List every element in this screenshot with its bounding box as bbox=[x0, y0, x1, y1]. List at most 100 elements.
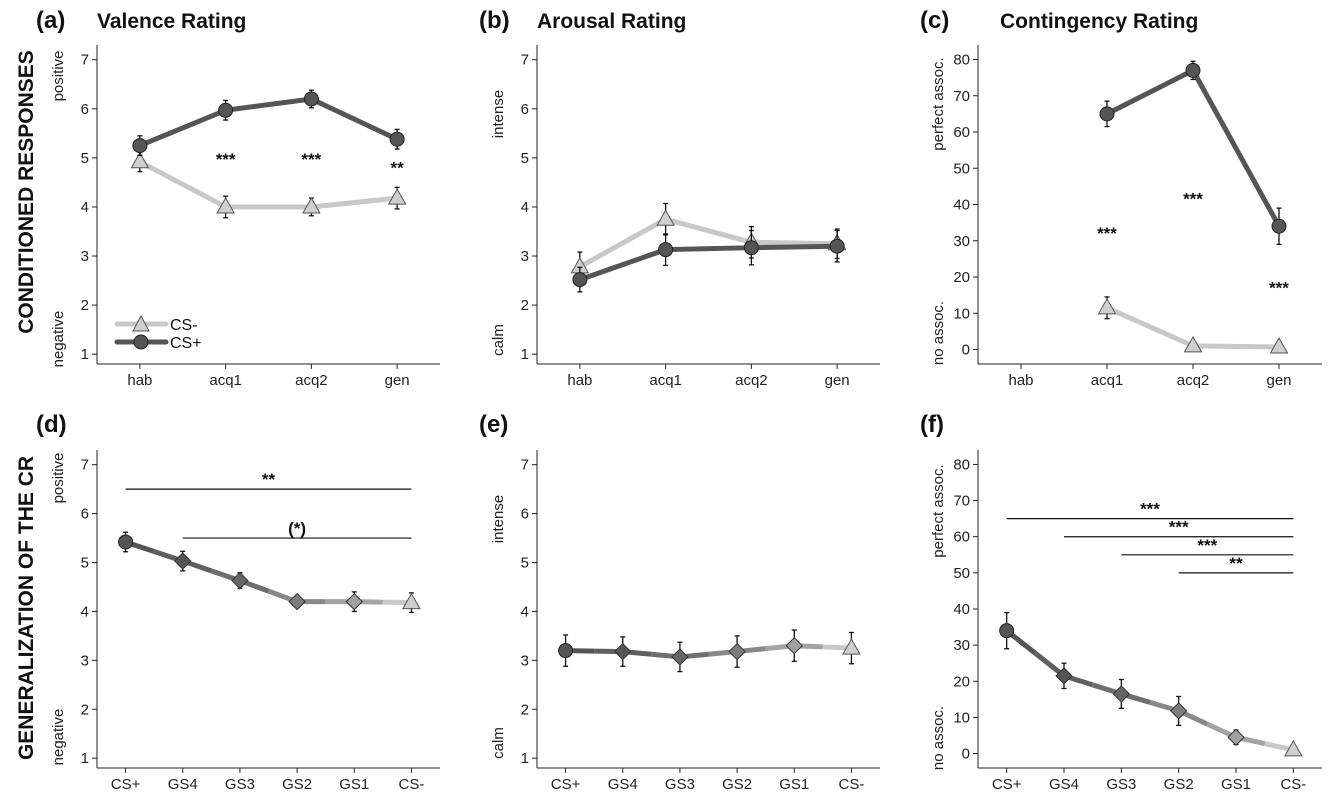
panel-c-y-tick-label: 20 bbox=[953, 269, 970, 286]
row-label-generalization: GENERALIZATION OF THE CR bbox=[15, 456, 38, 760]
panel-e-point-diamond bbox=[728, 642, 746, 661]
panel-c-x-tick-label: acq1 bbox=[1091, 372, 1124, 389]
panel-c-series-cs-minus-point-triangle bbox=[1097, 297, 1117, 315]
panel-a-y-tick-label: 1 bbox=[81, 346, 89, 363]
panel-d-point-circle bbox=[118, 534, 134, 550]
panel-b-series-cs-minus-line bbox=[577, 216, 840, 270]
panel-d-point-diamond bbox=[174, 552, 192, 570]
panel-a-significance-label: *** bbox=[216, 150, 236, 169]
panel-f-y-tick-label: 80 bbox=[953, 456, 970, 473]
panel-e-y-tick-label: 5 bbox=[521, 555, 529, 572]
panel-a-anchor-top: positive bbox=[50, 51, 67, 102]
panel-f-x-tick-label: GS3 bbox=[1106, 776, 1136, 792]
panel-e-y-tick-label: 3 bbox=[521, 652, 529, 669]
panel-e-x-tick-label: GS2 bbox=[722, 776, 752, 792]
panel-f-point-diamond bbox=[1055, 667, 1073, 685]
panel-f-comparison-label: *** bbox=[1140, 500, 1160, 519]
panel-d-anchor-bottom: negative bbox=[50, 709, 67, 766]
panel-c-y-tick-label: 30 bbox=[953, 233, 970, 250]
panel-a-series-cs-plus-line bbox=[137, 96, 400, 149]
panel-d-anchor-top: positive bbox=[50, 453, 67, 504]
panel-f-x-tick-label: CS- bbox=[1280, 776, 1306, 792]
panel-d-comparison-label: (*) bbox=[288, 519, 306, 538]
panel-f-x-tick-label: GS1 bbox=[1221, 776, 1251, 792]
panel-c-y-tick-label: 50 bbox=[953, 160, 970, 177]
panel-b-plot: 1 2 3 4 5 6 7 hab acq1 acq2 gen bbox=[521, 45, 880, 389]
panel-c-significance-label: *** bbox=[1097, 224, 1117, 243]
panel-b-series-cs-minus-point-triangle bbox=[656, 209, 675, 226]
panel-e-y-tick-label: 4 bbox=[521, 603, 529, 620]
panel-d-plot: 1 2 3 4 5 6 7 CS+ GS4 GS3 GS2 GS1 CS- ** (*) bbox=[81, 450, 440, 792]
panel-f-x-tick-label: GS2 bbox=[1164, 776, 1194, 792]
panel-d-x-tick-label: GS4 bbox=[168, 776, 198, 792]
panel-b-anchor-bottom: calm bbox=[490, 324, 507, 356]
panel-a-x-tick-label: acq2 bbox=[295, 372, 328, 389]
panel-f-y-tick-label: 0 bbox=[962, 746, 970, 763]
panel-d-y-tick-label: 7 bbox=[81, 457, 89, 474]
panel-b-y-tick-label: 7 bbox=[521, 52, 529, 69]
panel-f-comparison-label: *** bbox=[1197, 536, 1217, 555]
panel-c-y-tick-label: 60 bbox=[953, 124, 970, 141]
panel-e-y-tick-label: 1 bbox=[521, 750, 529, 767]
panel-d-point-diamond bbox=[231, 571, 249, 590]
panel-c-x-tick-label: acq2 bbox=[1177, 372, 1210, 389]
panel-c-series-cs-minus-point-triangle bbox=[1183, 335, 1203, 353]
panel-a-significance-label: *** bbox=[301, 150, 321, 169]
panel-c-x-tick-label: hab bbox=[1008, 372, 1033, 389]
panel-c-series-cs-plus-point-circle bbox=[1099, 106, 1115, 122]
panel-b-series-cs-plus-line bbox=[577, 243, 840, 283]
panel-b-series-cs-plus-point-circle bbox=[658, 242, 674, 258]
panel-b-y-tick-label: 2 bbox=[521, 297, 529, 314]
legend-cs-minus-triangle-icon bbox=[132, 314, 150, 332]
panel-a-y-tick-label: 7 bbox=[81, 52, 89, 69]
panel-e-y-tick-label: 2 bbox=[521, 701, 529, 718]
panel-b-y-tick-label: 3 bbox=[521, 248, 529, 265]
panel-f-comparison-label: *** bbox=[1169, 518, 1189, 537]
panel-a-series-cs-plus-point-circle bbox=[218, 102, 234, 118]
panel-b-x-tick-label: hab bbox=[567, 372, 592, 389]
panel-b-title: Arousal Rating bbox=[537, 10, 686, 33]
panel-f-y-tick-label: 30 bbox=[953, 637, 970, 654]
panel-a-y-tick-label: 2 bbox=[81, 297, 89, 314]
panel-c-series-cs-minus-point-triangle bbox=[1269, 336, 1289, 354]
panel-e-point-diamond bbox=[785, 636, 803, 655]
panel-f-point-diamond bbox=[1169, 702, 1188, 720]
panel-e-x-tick-label: GS3 bbox=[665, 776, 695, 792]
row-label-conditioned-responses: CONDITIONED RESPONSES bbox=[15, 50, 38, 334]
panel-b-series-cs-plus-point-circle bbox=[572, 272, 588, 288]
panel-d-point-triangle bbox=[402, 592, 421, 610]
panel-e-anchor-bottom: calm bbox=[490, 727, 507, 759]
panel-a-series-cs-plus-point-circle bbox=[389, 131, 405, 147]
legend-cs-plus-circle-icon bbox=[133, 334, 149, 350]
panel-e-x-tick-label: GS1 bbox=[779, 776, 809, 792]
panel-e-x-tick-label: CS- bbox=[838, 776, 864, 792]
panel-a-series-cs-minus-line bbox=[137, 159, 400, 210]
panel-a-series-cs-minus-point-triangle bbox=[387, 188, 407, 205]
panel-b-x-tick-label: acq2 bbox=[735, 372, 768, 389]
panel-c-plot: 0 10 20 30 40 50 60 70 80 hab acq1 acq2 gen *** *** *** bbox=[953, 45, 1322, 389]
panel-a-x-tick-label: acq1 bbox=[209, 372, 242, 389]
panel-e-x-tick-label: GS4 bbox=[608, 776, 638, 792]
panel-d-comparison-label: ** bbox=[262, 470, 276, 489]
panel-e-anchor-top: intense bbox=[490, 495, 507, 543]
panel-c-significance-label: *** bbox=[1183, 190, 1203, 209]
panel-e-label: (e) bbox=[479, 411, 508, 438]
panel-b-y-tick-label: 5 bbox=[521, 150, 529, 167]
panel-c-anchor-bottom: no assoc. bbox=[930, 301, 947, 365]
panel-b-series-cs-plus-point-circle bbox=[829, 238, 845, 254]
panel-f-anchor-top: perfect assoc. bbox=[930, 464, 947, 557]
panel-d-y-tick-label: 5 bbox=[81, 555, 89, 572]
panel-a-series-cs-plus-point-circle bbox=[132, 138, 148, 154]
panel-a-significance-label: ** bbox=[391, 159, 405, 178]
panel-d-x-tick-label: GS2 bbox=[282, 776, 312, 792]
panel-b-label: (b) bbox=[479, 7, 510, 34]
panel-d-y-tick-label: 1 bbox=[81, 750, 89, 767]
panel-f-comparison-label: ** bbox=[1229, 554, 1243, 573]
panel-f-anchor-bottom: no assoc. bbox=[930, 706, 947, 770]
panel-a-title: Valence Rating bbox=[97, 10, 246, 33]
panel-f-y-tick-label: 70 bbox=[953, 493, 970, 510]
panel-b-y-tick-label: 1 bbox=[521, 346, 529, 363]
panel-c-significance-label: *** bbox=[1269, 278, 1289, 297]
